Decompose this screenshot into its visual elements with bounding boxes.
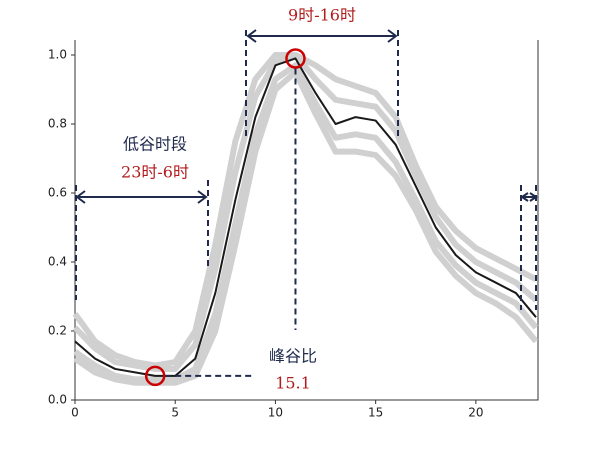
- series-line: [73, 69, 539, 386]
- y-tick-label: 0.2: [48, 324, 67, 338]
- x-tick-label: 15: [368, 406, 383, 420]
- range-arrow: [520, 192, 538, 202]
- valley-hours-label: 23时-6时: [121, 163, 189, 182]
- series-line: [72, 52, 538, 372]
- dashed-guide: [520, 185, 537, 310]
- x-tick-label: 5: [171, 406, 179, 420]
- series-line: [73, 62, 539, 383]
- y-tick-label: 0.6: [48, 186, 67, 200]
- series-line: [72, 52, 538, 369]
- y-tick-label: 0.4: [48, 255, 67, 269]
- x-tick-label: 10: [268, 406, 283, 420]
- dashed-guide: [245, 30, 399, 140]
- valley-title: 低谷时段: [123, 135, 187, 154]
- x-tick-label: 0: [71, 406, 79, 420]
- range-arrow: [246, 29, 398, 43]
- y-tick-label: 0.8: [48, 117, 67, 131]
- series-line: [74, 57, 537, 377]
- valley-marker: [144, 365, 166, 387]
- dashed-guide: [75, 180, 209, 300]
- range-arrow: [75, 190, 208, 204]
- ratio-value: 15.1: [275, 374, 311, 393]
- ratio-title: 峰谷比: [269, 347, 317, 366]
- peak-hours-label: 9时-16时: [288, 6, 356, 25]
- x-tick-label: 20: [468, 406, 483, 420]
- peak-marker: [285, 48, 306, 69]
- y-tick-label: 0.0: [48, 393, 67, 407]
- annotations: [75, 29, 538, 377]
- y-tick-label: 1.0: [48, 48, 67, 62]
